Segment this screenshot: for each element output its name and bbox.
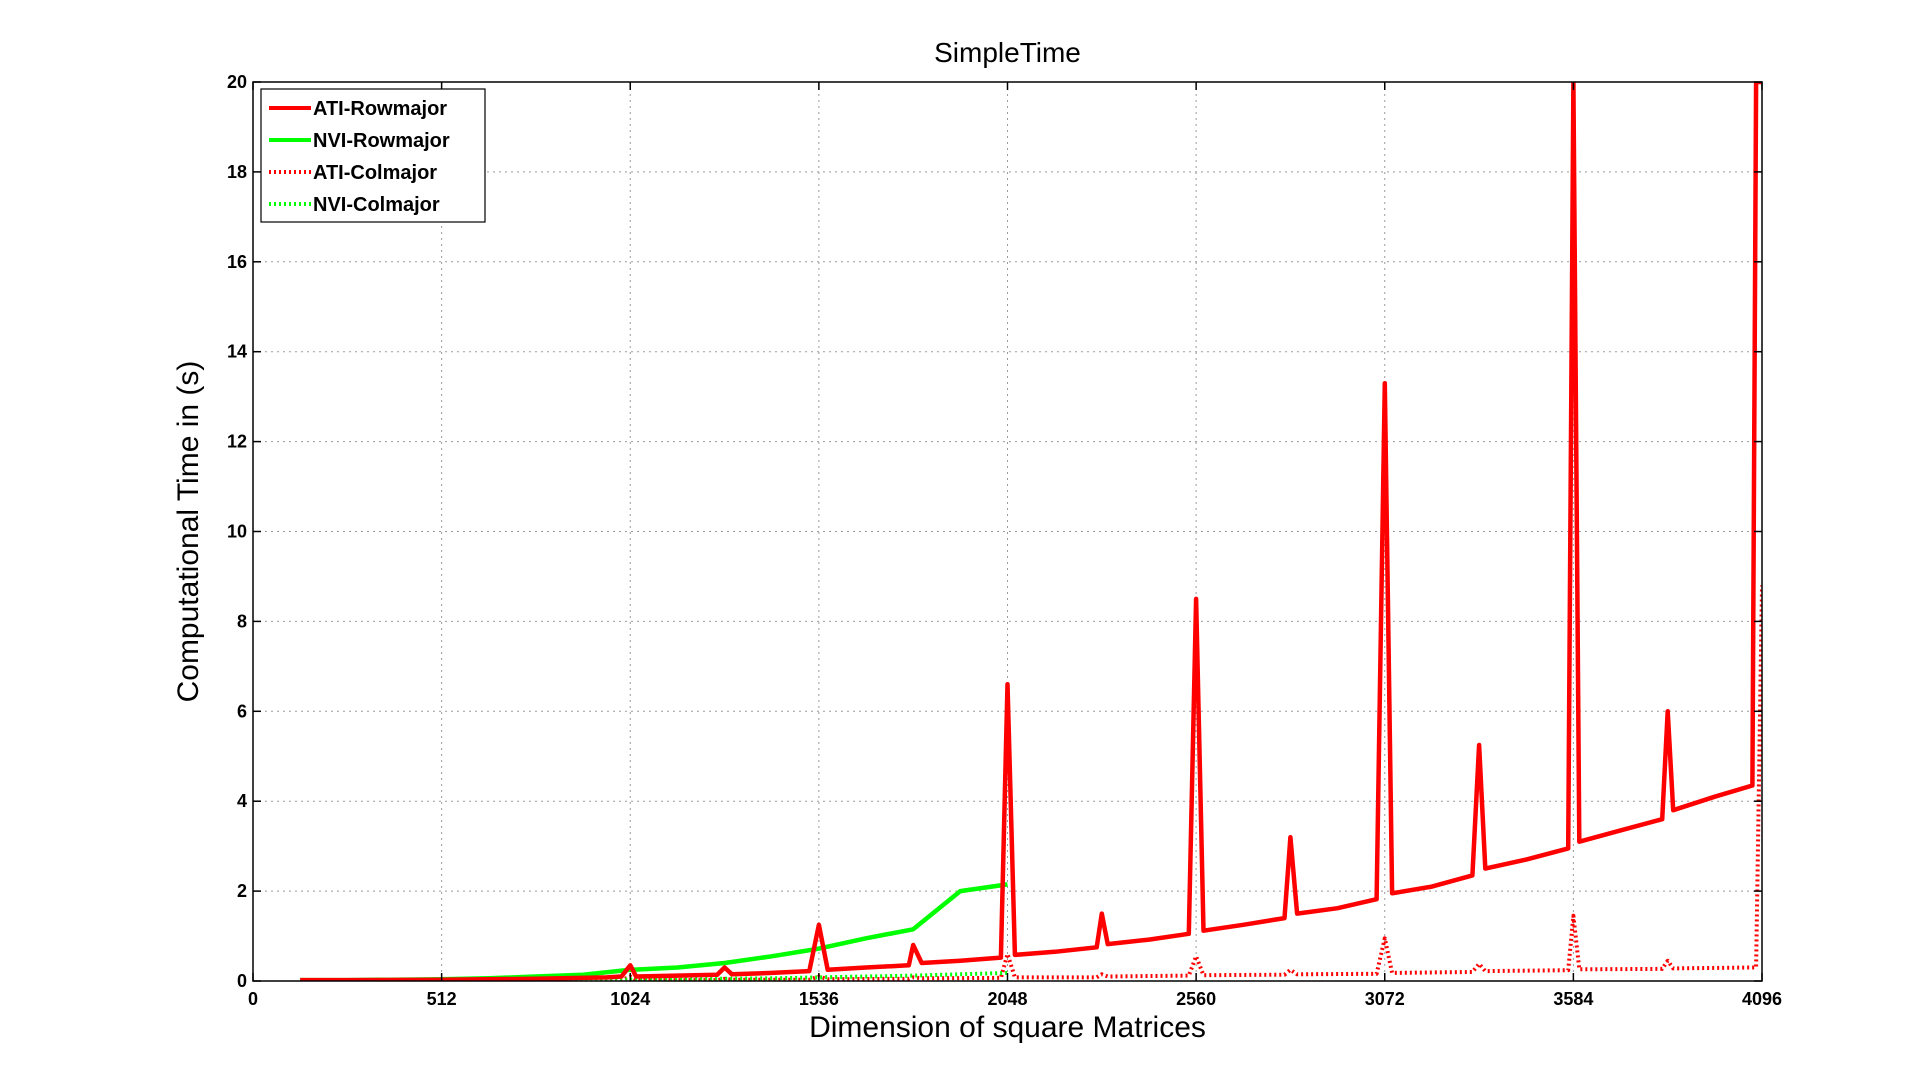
y-tick-label: 6 <box>237 701 247 721</box>
legend-label-ati-colmajor: ATI-Colmajor <box>313 162 437 184</box>
x-tick-label: 2560 <box>1176 989 1216 1009</box>
chart-title: SimpleTime <box>934 37 1081 68</box>
x-tick-label: 4096 <box>1742 989 1782 1009</box>
y-tick-label: 0 <box>237 971 247 991</box>
x-tick-label: 3584 <box>1553 989 1593 1009</box>
y-tick-label: 18 <box>227 162 247 182</box>
legend-label-ati-rowmajor: ATI-Rowmajor <box>313 98 447 120</box>
legend: ATI-Rowmajor NVI-Rowmajor ATI-Colmajor N… <box>260 88 486 223</box>
series-line-ati-colmajor <box>300 585 1762 981</box>
x-tick-label: 0 <box>248 989 258 1009</box>
y-axis-label: Computational Time in (s) <box>172 361 205 703</box>
y-tick-label: 14 <box>227 342 247 362</box>
y-tick-label: 4 <box>237 791 247 811</box>
series-line-ati-rowmajor <box>300 82 1762 981</box>
x-tick-label: 2048 <box>987 989 1027 1009</box>
x-axis-label: Dimension of square Matrices <box>809 1011 1206 1044</box>
x-tick-label: 512 <box>427 989 457 1009</box>
x-tick-label: 3072 <box>1365 989 1405 1009</box>
y-tick-label: 10 <box>227 522 247 542</box>
legend-box <box>260 88 486 223</box>
y-tick-label: 12 <box>227 432 247 452</box>
legend-label-nvi-colmajor: NVI-Colmajor <box>313 194 440 216</box>
y-tick-label: 16 <box>227 252 247 272</box>
y-tick-label: 2 <box>237 881 247 901</box>
y-tick-label: 20 <box>227 72 247 92</box>
y-tick-label: 8 <box>237 611 247 631</box>
x-tick-label: 1024 <box>610 989 650 1009</box>
axis-ticks: 0 512 1024 1536 2048 2560 3072 3584 4096 0 2 4 6 8 10 1… <box>227 72 1782 1009</box>
legend-label-nvi-rowmajor: NVI-Rowmajor <box>313 130 450 152</box>
x-tick-label: 1536 <box>799 989 839 1009</box>
